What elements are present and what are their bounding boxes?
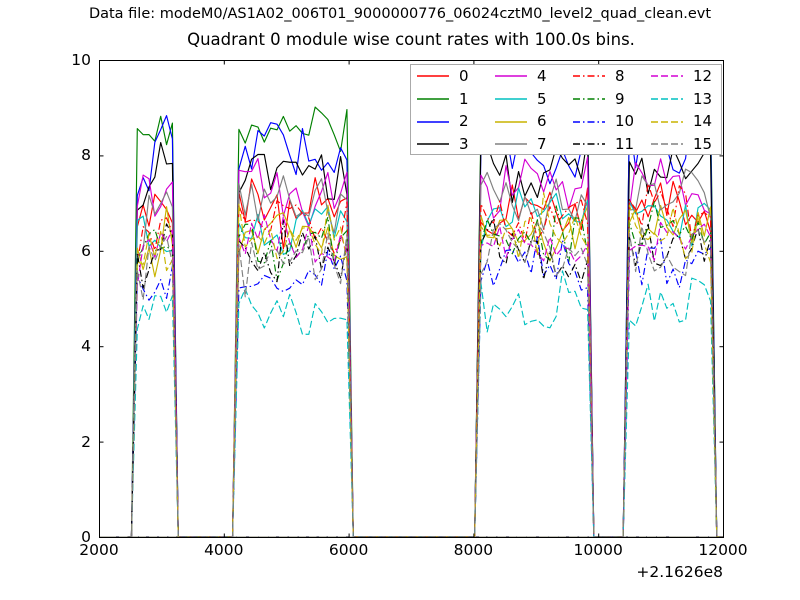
x-axis-offset-text: +2.1626e8 [636,563,723,581]
legend-swatch-11 [573,143,605,146]
series-line-4 [127,156,723,537]
legend-label-10: 10 [615,112,635,131]
legend-entry-14[interactable]: 14 [645,110,723,133]
legend-label-15: 15 [693,134,713,153]
legend-entry-0[interactable]: 0 [411,65,489,88]
legend-label-1: 1 [459,89,469,108]
figure-suptitle: Data file: modeM0/AS1A02_006T01_90000007… [88,6,712,22]
legend-label-3: 3 [459,134,469,153]
legend-swatch-9 [573,98,605,100]
legend-entry-6[interactable]: 6 [489,110,567,133]
legend-label-2: 2 [459,112,469,131]
legend-swatch-15 [651,143,683,146]
series-line-0 [127,177,723,537]
legend-swatch-13 [651,98,683,100]
legend-swatch-7 [495,143,527,146]
legend-entry-10[interactable]: 10 [567,110,645,133]
legend-label-9: 9 [615,89,625,108]
x-tick-label: 2000 [79,541,119,559]
legend-entry-8[interactable]: 8 [567,65,645,88]
legend-label-12: 12 [693,66,713,85]
legend-entry-11[interactable]: 11 [567,133,645,156]
series-line-3 [127,135,723,537]
y-tick-label: 8 [81,146,91,165]
legend-label-4: 4 [537,66,547,85]
y-tick-label: 6 [81,241,91,260]
series-line-7 [127,168,723,537]
legend-label-7: 7 [537,134,547,153]
legend-label-8: 8 [615,66,625,85]
legend-swatch-12 [651,75,683,78]
x-tick-label: 10000 [573,541,623,559]
chart-legend[interactable]: 0 4 8 12 1 5 9 13 2 6 10 14 3 7 11 15 [410,64,722,155]
legend-label-11: 11 [615,134,635,153]
y-tick-label: 0 [81,528,91,546]
series-line-8 [127,183,723,537]
series-line-5 [127,187,723,537]
series-line-14 [127,192,723,537]
legend-swatch-8 [573,75,605,78]
legend-entry-7[interactable]: 7 [489,133,567,156]
legend-swatch-10 [573,120,605,123]
series-line-10 [127,236,723,537]
legend-label-14: 14 [693,112,713,131]
legend-entry-4[interactable]: 4 [489,65,567,88]
series-line-6 [127,204,723,537]
legend-swatch-14 [651,120,683,123]
legend-swatch-6 [495,120,527,123]
x-tick-label: 4000 [204,541,244,559]
legend-label-13: 13 [693,89,713,108]
legend-entry-5[interactable]: 5 [489,88,567,111]
series-line-12 [127,214,723,537]
legend-entry-9[interactable]: 9 [567,88,645,111]
legend-label-6: 6 [537,112,547,131]
legend-entry-12[interactable]: 12 [645,65,723,88]
legend-entry-13[interactable]: 13 [645,88,723,111]
x-tick-label: 12000 [698,541,748,559]
legend-swatch-1 [417,98,449,100]
series-line-13 [127,270,723,537]
legend-entry-15[interactable]: 15 [645,133,723,156]
x-tick-label: 8000 [453,541,494,559]
axes-frame [99,60,724,538]
legend-label-0: 0 [459,66,469,85]
series-line-11 [127,217,723,537]
legend-swatch-2 [417,120,449,123]
x-tick-label: 6000 [328,541,369,559]
series-line-9 [127,200,723,537]
legend-grid: 0 4 8 12 1 5 9 13 2 6 10 14 3 7 11 15 [411,65,721,154]
y-tick-label: 10 [71,51,91,69]
y-tick-label: 2 [81,432,91,451]
chart-title: Quadrant 0 module wise count rates with … [187,30,635,49]
legend-swatch-5 [495,98,527,100]
y-tick-label: 4 [81,337,91,356]
legend-swatch-3 [417,143,449,146]
series-line-15 [127,221,723,537]
legend-swatch-4 [495,75,527,78]
legend-entry-1[interactable]: 1 [411,88,489,111]
legend-entry-3[interactable]: 3 [411,133,489,156]
legend-swatch-0 [417,75,449,78]
legend-entry-2[interactable]: 2 [411,110,489,133]
legend-label-5: 5 [537,89,547,108]
